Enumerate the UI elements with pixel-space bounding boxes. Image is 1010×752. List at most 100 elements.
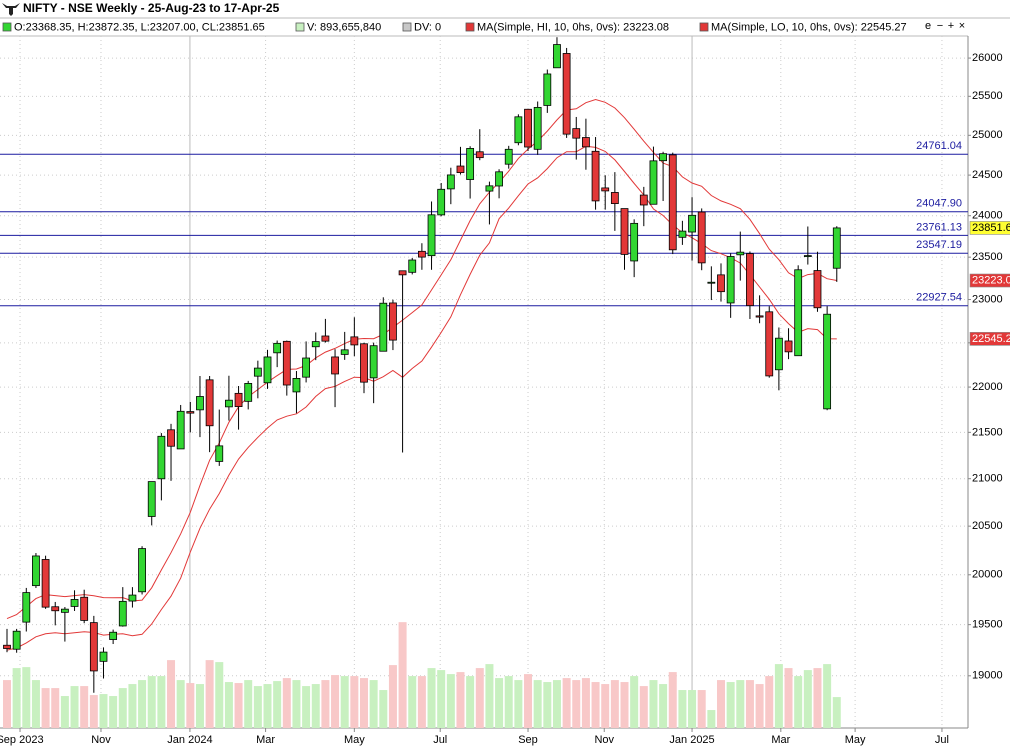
y-tick-label: 23000 [972,293,1003,305]
x-tick-label: Sep 2023 [0,734,44,746]
candle-body [80,596,89,621]
candle-body [408,259,417,273]
candle-body [533,106,542,150]
logo [2,3,20,16]
volume-bar [620,682,629,728]
level-label: 24761.04 [916,140,962,152]
volume-bar [755,684,764,728]
volume-bar [784,668,793,728]
volume-bar [446,674,455,728]
volume-bar [138,680,147,728]
volume-bar [195,684,204,728]
candle-body [485,185,494,192]
volume-bar [591,682,600,728]
candle-body [601,187,610,192]
toolbar-button[interactable]: + [948,20,954,32]
candle-body [109,631,118,640]
volume-bar [167,660,176,728]
candle-body [562,53,571,135]
volume-bar [707,710,716,728]
candle-body [832,227,841,269]
candle-body [205,379,214,427]
volume-bar [495,678,504,728]
volume-bar [215,662,224,728]
chart-title: NIFTY - NSE Weekly - 25-Aug-23 to 17-Apr… [23,1,280,15]
candle-body [263,356,272,384]
volume-bar [475,668,484,728]
volume-bar [273,681,282,728]
candle-body [389,302,397,341]
volume-bar [716,680,725,728]
candle-body [437,188,446,216]
volume-bar [292,680,301,728]
candle-body [321,335,330,342]
x-tick-label: Sep [518,734,538,746]
candle-body [311,341,320,348]
toolbar-button[interactable]: × [959,20,965,32]
candle-body [446,174,455,190]
volume-bar [331,675,340,728]
volume-bar [417,676,426,728]
legend-text: MA(Simple, HI, 10, 0hs, 0vs): 23223.08 [477,21,669,33]
candle-body [360,343,368,383]
volume-bar [533,680,542,728]
candle-body [186,411,195,414]
volume-bar [340,676,349,728]
x-tick-label: Jul [935,734,949,746]
volume-bar [89,695,98,728]
volume-bar [31,680,40,728]
moving-average-line [6,98,837,620]
level-label: 23547.19 [916,239,962,251]
candle-body [157,435,166,480]
candle-body [803,255,812,257]
volume-bar [359,678,368,728]
level-label: 23761.13 [916,221,962,233]
level-label: 24047.90 [916,198,962,210]
candle-body [504,148,513,165]
volume-bar [678,690,687,728]
y-tick-label: 23500 [972,251,1003,263]
volume-bar [581,678,590,728]
legend-text: MA(Simple, LO, 10, 0hs, 0vs): 22545.27 [711,21,907,33]
candle-body [717,274,725,293]
toolbar-button[interactable]: − [937,20,943,32]
toolbar-button[interactable]: e [925,20,931,32]
candle-body [591,150,600,202]
volume-bar [186,683,195,728]
legend-swatch [699,22,709,32]
candle-body [794,269,803,357]
candle-body [244,383,253,402]
volume-bar [147,676,156,728]
price-tag-label: 23851.65 [972,222,1010,234]
volume-bar [51,688,60,728]
y-tick-label: 20000 [972,569,1003,581]
candle-body [196,396,204,411]
volume-bar [205,660,214,728]
candle-body [572,128,581,139]
candle-body [215,445,224,462]
legend-swatch [295,22,305,32]
candle-body [524,108,532,148]
candle-body [99,651,108,662]
x-tick-label: Mar [771,734,790,746]
x-tick-label: Mar [256,734,275,746]
volume-bar [697,690,706,728]
volume-bar [234,683,243,728]
candle-body [697,211,706,264]
volume-bar [282,678,291,728]
volume-bar [157,676,166,728]
candle-body [543,73,552,106]
volume-bar [813,668,822,728]
volume-bar [736,680,745,728]
candle-body [726,256,735,304]
volume-bar [176,680,185,728]
volume-bar [437,670,446,728]
candle-body [340,349,349,355]
volume-bar [99,694,108,728]
volume-bar [244,680,253,728]
candle-body [3,644,11,649]
candle-body [128,594,137,602]
volume-bar [302,686,311,728]
legend-swatch [465,22,475,32]
volume-bar [80,686,89,728]
